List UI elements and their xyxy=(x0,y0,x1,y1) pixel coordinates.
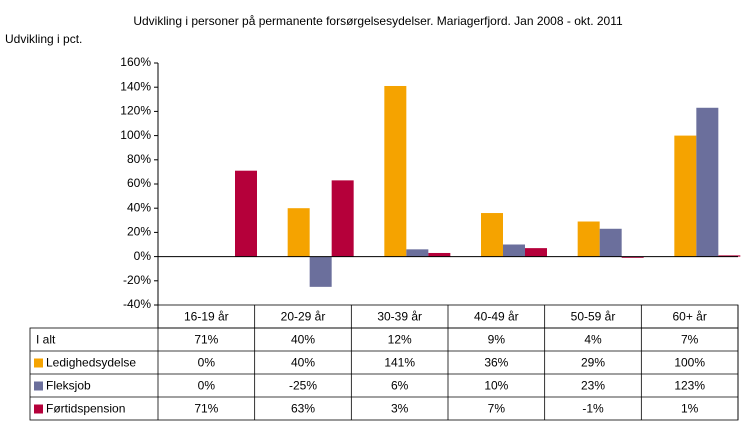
bar xyxy=(599,228,622,257)
x-tick-label: 30-39 år xyxy=(377,310,422,324)
chart-title: Udvikling i personer på permanente forsø… xyxy=(133,14,623,28)
bar xyxy=(428,252,451,257)
bar xyxy=(481,213,503,257)
bar xyxy=(331,180,354,257)
legend-swatch xyxy=(34,381,43,391)
y-tick-label: 140% xyxy=(120,79,151,93)
table-cell: 123% xyxy=(674,379,705,393)
table-cell: -1% xyxy=(582,402,604,416)
y-axis-label: Udvikling i pct. xyxy=(5,32,82,46)
table-cell: 4% xyxy=(584,333,602,347)
table-cell: 40% xyxy=(291,333,315,347)
x-tick-label: 20-29 år xyxy=(281,310,326,324)
y-tick-label: -40% xyxy=(123,297,151,311)
table-cell: 3% xyxy=(391,402,409,416)
bar xyxy=(674,135,697,257)
legend-label: Førtidspension xyxy=(46,402,125,416)
x-tick-label: 60+ år xyxy=(672,310,706,324)
y-tick-label: 120% xyxy=(120,104,151,118)
table-cell: 9% xyxy=(488,333,506,347)
table-cell: 36% xyxy=(484,356,508,370)
bar xyxy=(621,256,644,258)
bar xyxy=(235,170,257,257)
x-tick-label: 16-19 år xyxy=(184,310,229,324)
legend-swatch xyxy=(34,404,43,414)
y-tick-label: 0% xyxy=(134,249,152,263)
y-tick-label: 20% xyxy=(127,225,151,239)
y-tick-label: 100% xyxy=(120,128,151,142)
y-tick-label: 80% xyxy=(127,152,151,166)
bar xyxy=(525,248,547,257)
table-cell: 12% xyxy=(388,333,412,347)
bar xyxy=(577,221,600,257)
y-tick-label: 40% xyxy=(127,200,151,214)
table-cell: -25% xyxy=(289,379,317,393)
y-tick-label: 60% xyxy=(127,176,151,190)
bar xyxy=(309,256,332,287)
table-cell: 141% xyxy=(384,356,415,370)
table-cell: 23% xyxy=(581,379,605,393)
table-cell: 7% xyxy=(681,333,699,347)
table-row-label: I alt xyxy=(36,333,56,347)
x-tick-label: 40-49 år xyxy=(474,310,519,324)
bar xyxy=(384,85,407,257)
table-cell: 40% xyxy=(291,356,315,370)
y-tick-label: 160% xyxy=(120,55,151,69)
table-cell: 63% xyxy=(291,402,315,416)
y-tick-label: -20% xyxy=(123,273,151,287)
table-cell: 29% xyxy=(581,356,605,370)
table-cell: 10% xyxy=(484,379,508,393)
x-tick-label: 50-59 år xyxy=(571,310,616,324)
table-cell: 0% xyxy=(198,379,216,393)
legend-label: Fleksjob xyxy=(46,379,91,393)
legend-swatch xyxy=(34,358,43,368)
bar xyxy=(696,107,719,257)
table-cell: 6% xyxy=(391,379,409,393)
bar xyxy=(287,208,310,257)
table-cell: 7% xyxy=(488,402,506,416)
table-cell: 0% xyxy=(198,356,216,370)
bar xyxy=(406,249,429,257)
table-cell: 1% xyxy=(681,402,699,416)
bar xyxy=(503,244,525,257)
table-cell: 71% xyxy=(194,402,218,416)
table-cell: 100% xyxy=(674,356,705,370)
legend-label: Ledighedsydelse xyxy=(46,356,136,370)
table-cell: 71% xyxy=(194,333,218,347)
bar xyxy=(718,255,741,257)
